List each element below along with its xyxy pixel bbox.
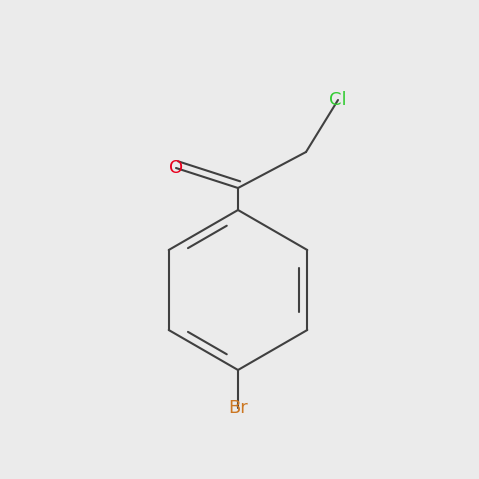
Text: Br: Br (228, 399, 248, 417)
Text: Cl: Cl (329, 91, 347, 109)
Text: O: O (169, 159, 183, 177)
